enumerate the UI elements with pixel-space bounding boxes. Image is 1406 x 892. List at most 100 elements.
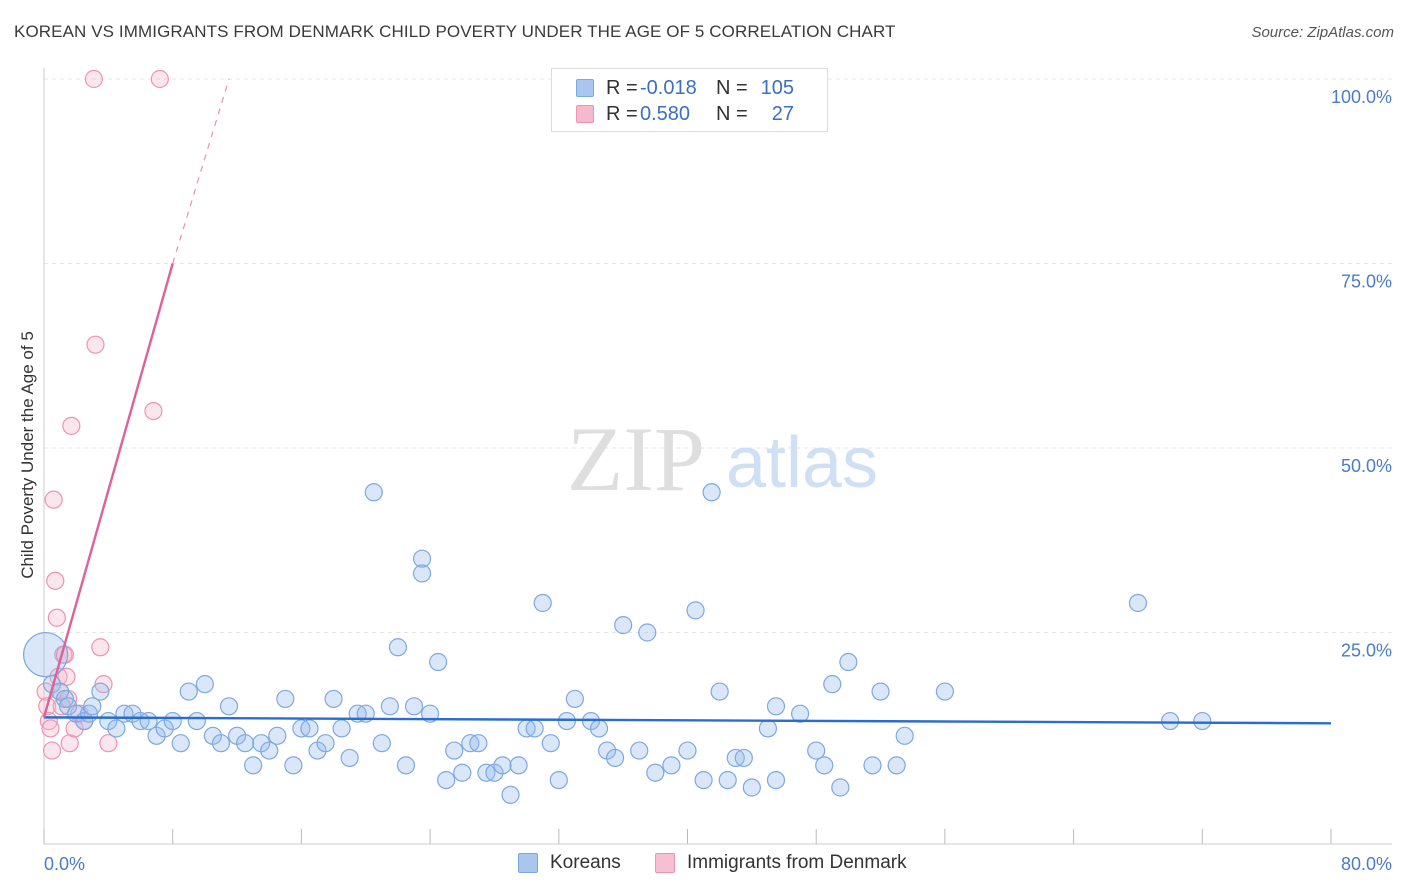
korean-point [195,675,214,694]
korean-point [791,704,810,723]
korean-point [412,549,432,568]
denmark-swatch [576,105,594,123]
watermark: ZIP atlas [567,408,878,510]
korean-point [453,763,472,782]
grid-lines [44,78,1392,633]
korean-point [694,770,713,790]
korean-point [268,726,287,745]
denmark-point [44,490,63,509]
korean-point [469,734,488,753]
x-tick-label-right: 80.0% [1341,854,1392,874]
korean-point [91,682,110,701]
korean-point [686,601,705,620]
stats-legend: R = -0.018 N = 105 R = 0.580 N = 27 [551,68,828,132]
korean-point [219,697,239,716]
legend-swatch-koreans [518,853,538,873]
y-tick-label: 50.0% [1341,456,1392,476]
korean-point [380,697,399,716]
koreans-swatch [576,79,594,97]
legend-label-denmark: Immigrants from Denmark [687,852,907,873]
korean-point [839,652,858,672]
r-label: R = [606,76,638,99]
watermark-zip: ZIP [567,408,705,510]
korean-point [260,741,279,760]
korean-point [445,741,464,760]
korean-point [646,763,665,782]
denmark-point [60,734,79,753]
denmark-point [86,335,105,354]
korean-point [372,734,391,753]
n-label: N = [716,102,748,125]
korean-point [557,711,576,731]
stats-row-koreans: R = -0.018 N = 105 [576,76,794,100]
korean-point [501,785,520,804]
korean-point [823,675,842,694]
denmark-point [84,69,103,89]
korean-point [1128,593,1148,613]
y-tick-label: 25.0% [1341,641,1392,661]
denmark-point [65,719,84,738]
korean-point [606,748,625,768]
korean-point [284,756,303,775]
korean-point [589,719,609,738]
korean-point [163,711,182,731]
korean-point [1161,711,1180,731]
y-tick-label: 75.0% [1341,272,1392,292]
korean-point [429,652,448,672]
r-value: -0.018 [640,76,697,99]
watermark-atlas: atlas [726,423,878,503]
korean-point [171,734,190,753]
denmark-point [46,571,65,590]
korean-point [766,770,786,790]
korean-point [614,616,633,635]
korean-point [758,719,778,738]
denmark-point [99,734,118,753]
trend-line-denmark-dashed [172,78,230,264]
korean-point [235,734,255,753]
r-label: R = [606,102,638,125]
korean-point [83,697,102,716]
korean-point [316,734,335,753]
korean-point [807,741,826,760]
korean-point [1193,711,1212,731]
korean-point [734,748,753,768]
korean-point [340,748,359,768]
korean-point [412,564,432,583]
korean-point [678,741,697,760]
y-tick-label: 100.0% [1331,87,1392,107]
korean-point [396,756,416,775]
n-value: 105 [760,76,794,99]
korean-point [533,593,552,613]
legend-swatch-denmark [655,853,675,873]
korean-point [179,682,198,701]
korean-point [815,756,834,775]
chart-source: Source: ZipAtlas.com [1251,24,1394,41]
korean-point [831,778,850,797]
r-value: 0.580 [640,102,691,125]
axes [43,68,1392,845]
denmark-point [47,608,66,627]
n-label: N = [716,76,748,99]
korean-point [364,483,383,502]
korean-point [662,756,681,775]
korean-point [766,697,786,716]
denmark-point [41,719,60,738]
korean-point [565,689,584,709]
y-axis-label: Child Poverty Under the Age of 5 [18,331,37,579]
legend-item-koreans[interactable]: Koreans [518,852,621,874]
korean-point [324,689,343,709]
korean-point [541,734,560,753]
x-tick-label-left: 0.0% [44,854,85,874]
korean-point [525,719,544,738]
korean-point [638,623,657,642]
korean-point [437,770,456,790]
korean-point [276,689,295,709]
denmark-point [42,741,62,760]
trend-line-denmark-solid [42,263,174,718]
korean-point [742,778,761,797]
korean-point [509,756,528,775]
n-value: 27 [771,102,794,125]
legend-item-denmark[interactable]: Immigrants from Denmark [655,852,907,874]
korean-point [710,682,729,701]
